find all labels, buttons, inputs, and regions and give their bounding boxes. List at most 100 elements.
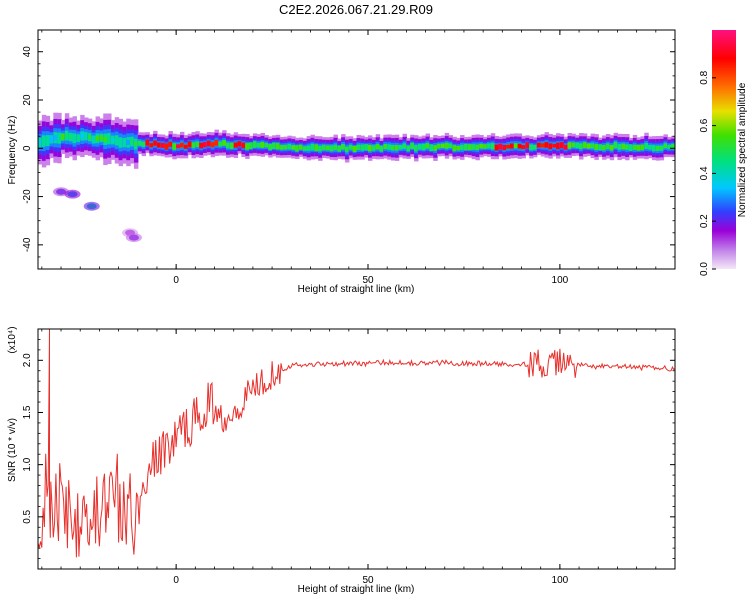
heatmap-cell xyxy=(433,145,438,151)
spectrogram-x-tick-label: 50 xyxy=(362,275,374,286)
heatmap-cell xyxy=(241,142,246,149)
heatmap-cell xyxy=(625,145,630,150)
heatmap-cell xyxy=(556,142,561,150)
colorbar-tick-label: 0.8 xyxy=(699,70,710,84)
heatmap-cell xyxy=(114,137,120,143)
heatmap-cell xyxy=(310,143,315,151)
heatmap-cell xyxy=(410,142,415,149)
heatmap-cell xyxy=(191,142,196,148)
heatmap-cell xyxy=(644,143,649,149)
heatmap-cell xyxy=(172,143,177,150)
heatmap-cell xyxy=(483,144,488,149)
snr-y-multiplier: (x10⁴) xyxy=(7,326,18,353)
heatmap-cell xyxy=(375,144,381,150)
heatmap-cell xyxy=(99,135,104,141)
heatmap-cell xyxy=(168,141,173,147)
heatmap-cell xyxy=(552,143,557,148)
heatmap-cell xyxy=(325,145,331,151)
heatmap-cell xyxy=(272,142,277,149)
colorbar-tick-label: 0.2 xyxy=(699,214,710,228)
heatmap-cell xyxy=(195,141,200,147)
heatmap-cell xyxy=(149,143,154,148)
heatmap-cell xyxy=(394,145,400,151)
snr-y-tick-label: 0.5 xyxy=(22,509,33,523)
heatmap-cell xyxy=(429,144,434,152)
heatmap-cell xyxy=(341,144,346,150)
heatmap-cell xyxy=(206,140,212,147)
snr-frame xyxy=(37,328,676,570)
heatmap-cell xyxy=(391,145,396,151)
heatmap-cell xyxy=(364,144,369,151)
heatmap-patch-halo xyxy=(83,201,100,211)
heatmap-cell xyxy=(513,143,519,148)
snr-panel: 0 50 100 0.5 1.0 1.5 2.0 Height of straight li… xyxy=(7,326,676,595)
heatmap-cell xyxy=(579,143,584,150)
heatmap-cell xyxy=(521,145,526,150)
snr-series-line xyxy=(38,329,675,558)
heatmap-cell xyxy=(494,144,500,151)
heatmap-cell xyxy=(164,143,170,150)
heatmap-cell xyxy=(586,143,592,149)
heatmap-cell xyxy=(640,144,645,151)
heatmap-cell xyxy=(49,136,54,143)
heatmap-cell xyxy=(540,143,546,148)
heatmap-cell xyxy=(571,142,576,148)
heatmap-cell xyxy=(237,141,242,147)
heatmap-cell xyxy=(425,143,431,149)
heatmap-cell xyxy=(287,143,292,150)
heatmap-cell xyxy=(517,143,523,149)
heatmap-cell xyxy=(333,144,338,150)
heatmap-cell xyxy=(437,143,442,149)
heatmap-cell xyxy=(421,143,427,151)
heatmap-cell xyxy=(448,143,454,148)
heatmap-cell xyxy=(632,145,638,150)
heatmap-cell xyxy=(87,135,93,140)
heatmap-cell xyxy=(245,143,250,150)
heatmap-cell xyxy=(153,140,158,146)
heatmap-cell xyxy=(567,142,572,149)
heatmap-cell xyxy=(203,142,208,148)
spectrogram-panel: 0 50 100 -40 -20 0 20 40 Height of straight lin… xyxy=(7,29,676,295)
heatmap-cell xyxy=(80,133,85,139)
spectrogram-y-tick-label: -20 xyxy=(22,189,33,204)
heatmap-cell xyxy=(490,143,496,150)
heatmap-cell xyxy=(452,145,457,152)
heatmap-cell xyxy=(479,143,484,149)
snr-x-tick-label: 50 xyxy=(362,575,374,586)
heatmap-cell xyxy=(222,140,227,146)
heatmap-cell xyxy=(126,139,131,146)
heatmap-cell xyxy=(563,144,569,150)
heatmap-cell xyxy=(628,144,634,152)
heatmap-cell xyxy=(651,145,657,152)
heatmap-cell xyxy=(594,144,599,150)
heatmap-cell xyxy=(582,142,588,149)
heatmap-cell xyxy=(360,144,365,151)
heatmap-cell xyxy=(337,145,342,152)
heatmap-cell xyxy=(61,133,66,141)
heatmap-cell xyxy=(264,143,269,148)
spectrogram-x-label: Height of straight line (km) xyxy=(298,284,415,295)
heatmap-cell xyxy=(38,140,43,145)
chart-title: C2E2.2026.067.21.29.R09 xyxy=(279,2,433,17)
heatmap-cell xyxy=(379,145,384,152)
heatmap-cell xyxy=(648,145,653,150)
heatmap-cell xyxy=(575,142,580,149)
heatmap-cell xyxy=(621,143,626,150)
heatmap-cell xyxy=(68,134,74,140)
heatmap-cell xyxy=(525,142,530,149)
colorbar-tick-label: 0.0 xyxy=(699,262,710,276)
spectrogram-ticks: 0 50 100 -40 -20 0 20 40 xyxy=(22,30,676,286)
heatmap-cell xyxy=(460,145,465,150)
heatmap-cell xyxy=(417,144,423,150)
heatmap-cell xyxy=(176,144,181,149)
heatmap-cell xyxy=(214,139,219,146)
colorbar-label: Normalized spectral amplitude xyxy=(737,82,748,217)
heatmap-cell xyxy=(187,141,193,148)
heatmap-cell xyxy=(456,145,461,151)
heatmap-cell xyxy=(663,143,668,149)
heatmap-cell xyxy=(256,143,262,148)
colorbar-gradient xyxy=(712,30,736,269)
spectrogram-x-tick-label: 0 xyxy=(173,275,179,286)
heatmap-cell xyxy=(145,139,150,146)
snr-x-label: Height of straight line (km) xyxy=(298,584,415,595)
